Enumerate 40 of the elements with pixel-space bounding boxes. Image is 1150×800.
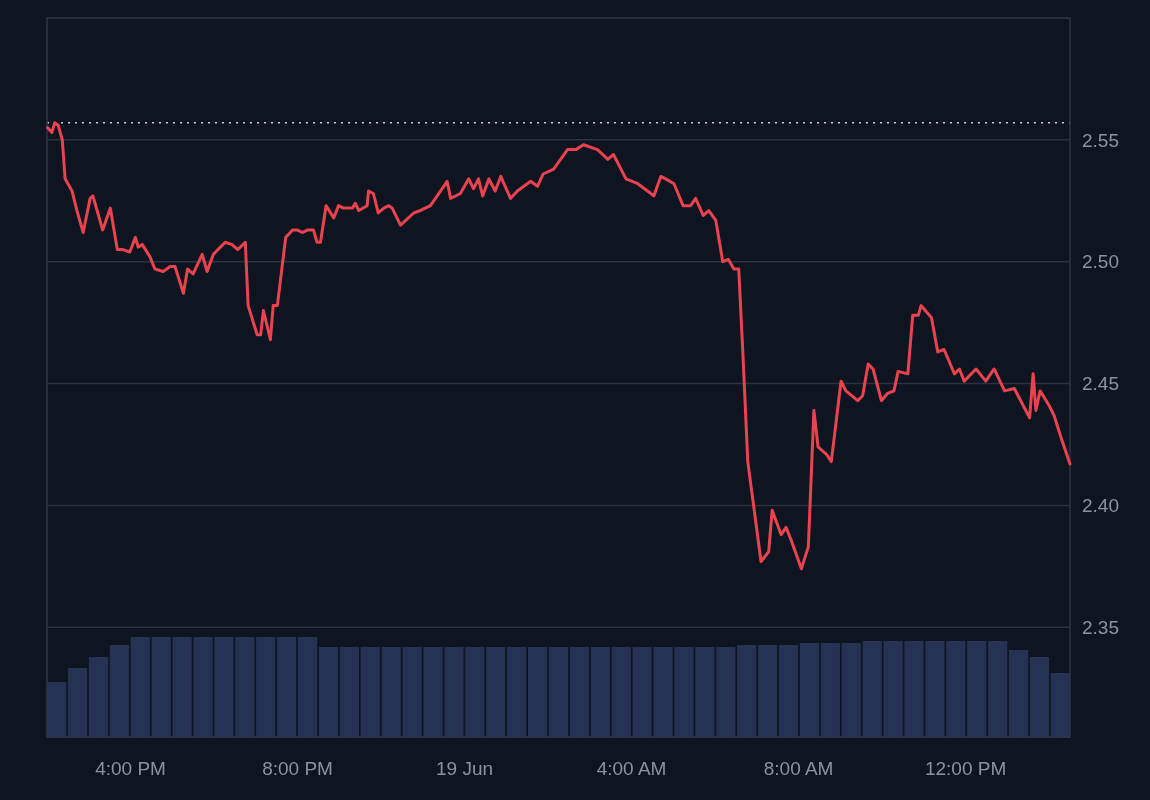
bar (611, 647, 631, 737)
bar (569, 647, 590, 737)
bar (88, 657, 109, 737)
y-tick-label: 2.45 (1082, 373, 1119, 395)
bar (318, 647, 339, 737)
bar (820, 643, 840, 737)
bar (360, 647, 380, 737)
x-tick-label: 4:00 PM (95, 758, 166, 779)
bar (758, 645, 778, 737)
bar (507, 647, 527, 737)
bar (67, 668, 88, 737)
bar (967, 641, 987, 737)
bar (778, 645, 799, 737)
bar (1050, 673, 1070, 737)
bar (1008, 650, 1029, 737)
bar (799, 643, 820, 737)
bar (988, 641, 1008, 737)
bar (130, 637, 150, 737)
y-tick-label: 2.35 (1082, 616, 1119, 638)
x-tick-label: 8:00 AM (763, 758, 834, 779)
bar (277, 637, 297, 737)
y-tick-label: 2.50 (1082, 251, 1119, 273)
x-tick-label: 4:00 AM (596, 758, 667, 779)
bar (1029, 657, 1050, 737)
bar (737, 645, 757, 737)
bar (486, 647, 506, 737)
bar (527, 647, 548, 737)
bar (841, 643, 861, 737)
bar (47, 682, 67, 737)
bar (256, 637, 276, 737)
bar (548, 647, 569, 737)
bar (590, 647, 610, 737)
x-tick-label: 12:00 PM (924, 758, 1007, 779)
x-tick-label: 19 Jun (436, 758, 494, 779)
x-tick-label: 8:00 PM (262, 758, 333, 779)
bar (297, 637, 318, 737)
bar (339, 647, 359, 737)
y-tick-label: 2.40 (1082, 495, 1119, 517)
y-tick-label: 2.55 (1082, 129, 1119, 151)
bar (109, 645, 129, 737)
